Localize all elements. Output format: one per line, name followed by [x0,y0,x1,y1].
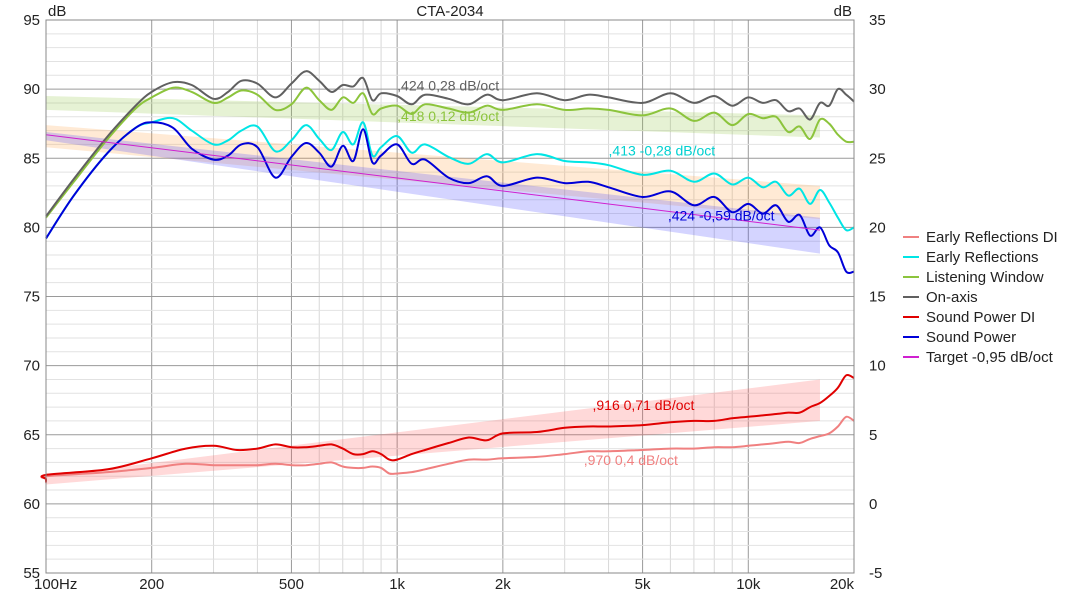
y-right-tick-label: 20 [869,219,886,236]
x-tick-label: 20k [830,576,855,592]
y-left-tick-label: 85 [23,150,40,167]
annotations: ,424 0,28 dB/oct ,418 0,12 dB/oct ,413 -0,… [397,78,774,469]
slope-annotation: ,424 0,28 dB/oct [397,78,499,94]
y-left-tick-label: 60 [23,496,40,513]
y-right-tick-label: 5 [869,427,877,444]
trend-bands [46,96,820,485]
chart-title: CTA-2034 [416,3,483,20]
y-right-tick-label: 25 [869,150,886,167]
legend-label: Sound Power [926,329,1016,346]
y-right-tick-label: 0 [869,496,877,513]
y-right-tick-label: 35 [869,12,886,29]
series-line-early-reflections-di [40,415,855,484]
x-tick-label: 200 [139,576,164,592]
legend-label: Listening Window [926,269,1044,286]
y-right-tick-label: 10 [869,358,886,375]
y-right-tick-label: -5 [869,565,882,582]
legend-label: Sound Power DI [926,309,1035,326]
y-left-tick-label: 75 [23,289,40,306]
series-line-target-0-95-db-oct [45,134,821,231]
y-left-tick-label: 65 [23,427,40,444]
x-tick-label: 2k [495,576,511,592]
x-tick-label: 10k [736,576,761,592]
slope-annotation: ,916 0,71 dB/oct [592,397,694,413]
plot-frame [45,19,855,574]
y-right-tick-label: 15 [869,289,886,306]
x-tick-label: 1k [389,576,405,592]
series-lines [40,70,855,484]
series-line-on-axis [45,70,855,217]
left-axis-unit: dB [48,3,66,20]
y-left-tick-label: 80 [23,219,40,236]
trend-band [46,131,820,254]
right-axis-unit: dB [834,3,852,20]
y-left-tick-label: 90 [23,81,40,98]
y-left-tick-label: 95 [23,12,40,29]
legend-label: On-axis [926,289,978,306]
x-tick-label: 100Hz [34,576,77,592]
y-left-tick-label: 70 [23,358,40,375]
slope-annotation: ,970 0,4 dB/oct [584,452,678,468]
slope-annotation: ,424 -0,59 dB/oct [668,207,775,223]
series-line-early-reflections [45,116,855,239]
trend-band [46,379,820,485]
legend: Early Reflections DI Early Reflections Lis… [903,229,1058,366]
y-right-tick-label: 30 [869,81,886,98]
trend-band [46,96,820,138]
legend-label: Early Reflections DI [926,229,1058,246]
series-line-sound-power-di [40,373,855,482]
x-tick-label: 500 [279,576,304,592]
y-left-tick-label: 55 [23,565,40,582]
axis-labels: 100Hz 200 500 1k 2k 5k 10k 20k95908580757065605… [23,12,886,593]
slope-annotation: ,418 0,12 dB/oct [397,108,499,124]
series-line-listening-window [45,86,855,219]
x-tick-label: 5k [635,576,651,592]
trend-band [46,125,820,220]
legend-label: Early Reflections [926,249,1039,266]
legend-label: Target -0,95 dB/oct [926,349,1054,366]
series-line-sound-power [45,121,855,275]
slope-annotation: ,413 -0,28 dB/oct [609,142,716,158]
